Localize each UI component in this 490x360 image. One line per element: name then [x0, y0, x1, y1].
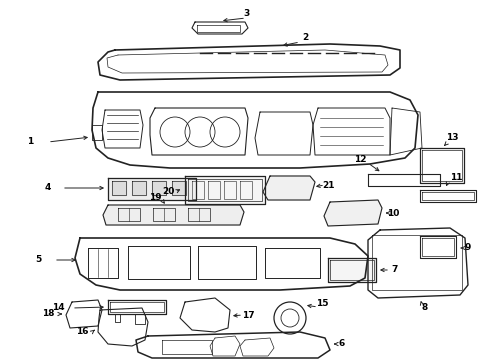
- Text: 9: 9: [465, 243, 471, 252]
- Text: 20: 20: [162, 188, 174, 197]
- Polygon shape: [172, 181, 186, 195]
- Text: 11: 11: [450, 174, 462, 183]
- Text: 6: 6: [339, 339, 345, 348]
- Polygon shape: [152, 181, 166, 195]
- Polygon shape: [263, 176, 315, 200]
- Text: 21: 21: [322, 180, 334, 189]
- Text: 19: 19: [148, 193, 161, 202]
- Polygon shape: [103, 205, 244, 225]
- Text: 17: 17: [242, 310, 254, 320]
- Text: 7: 7: [392, 266, 398, 274]
- Polygon shape: [185, 176, 265, 204]
- Text: 4: 4: [45, 184, 51, 193]
- Text: 15: 15: [316, 300, 328, 309]
- Text: 3: 3: [243, 9, 249, 18]
- Polygon shape: [108, 178, 196, 200]
- Polygon shape: [132, 181, 146, 195]
- Text: 18: 18: [42, 310, 54, 319]
- Text: 10: 10: [387, 208, 399, 217]
- Text: 13: 13: [446, 134, 458, 143]
- Text: 5: 5: [35, 256, 41, 265]
- Text: 1: 1: [27, 138, 33, 147]
- Polygon shape: [324, 200, 382, 226]
- Text: 14: 14: [51, 303, 64, 312]
- Text: 16: 16: [76, 328, 88, 337]
- Text: 2: 2: [302, 33, 308, 42]
- Text: 8: 8: [422, 303, 428, 312]
- Polygon shape: [328, 258, 376, 282]
- Polygon shape: [112, 181, 126, 195]
- Text: 12: 12: [354, 156, 366, 165]
